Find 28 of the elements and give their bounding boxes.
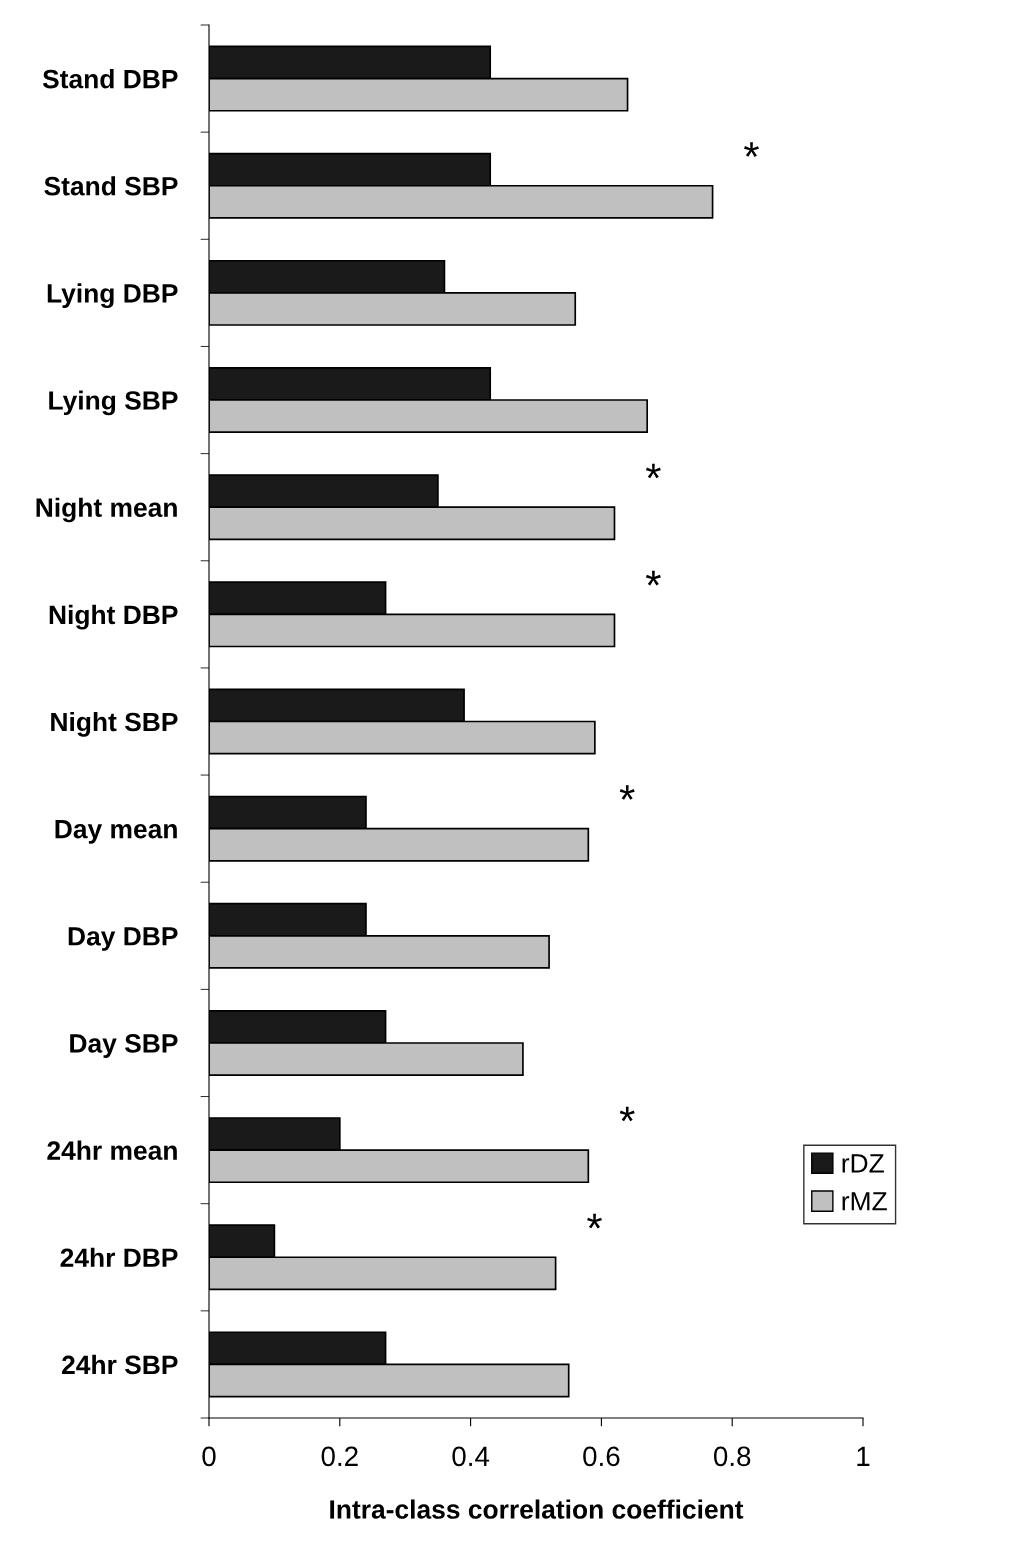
y-tick-label: Lying SBP: [49, 390, 178, 416]
annotation: *: [587, 1213, 602, 1229]
y-tick-label: Stand DBP: [42, 69, 178, 89]
legend-label: rMZ: [842, 1192, 887, 1211]
y-tick-label: Day SBP: [70, 1034, 178, 1058]
y-tick-label: Night SBP: [51, 711, 178, 737]
y-tick-label: 24hr SBP: [62, 1354, 178, 1375]
x-tick-label: 0.8: [713, 1446, 751, 1467]
annotation: *: [619, 1106, 635, 1122]
annotation: *: [645, 463, 661, 479]
annotation: *: [744, 142, 759, 157]
x-tick-label: 0.6: [583, 1446, 620, 1467]
y-tick-label: Stand SBP: [44, 176, 178, 196]
y-tick-label: Night mean: [36, 497, 177, 523]
x-axis-title: Intra-class correlation coefficient: [330, 1499, 744, 1519]
y-tick-label: Day DBP: [68, 927, 178, 951]
legend-label: rDZ: [842, 1154, 884, 1173]
x-tick-label: 0: [202, 1446, 216, 1467]
annotation: *: [619, 785, 635, 800]
x-tick-label: 0.2: [321, 1446, 358, 1467]
annotation: *: [645, 570, 661, 586]
x-tick-label: 1: [857, 1446, 870, 1466]
y-tick-label: Lying DBP: [47, 283, 178, 309]
y-tick-label: Night DBP: [49, 604, 178, 630]
x-tick-label: 0.4: [452, 1446, 490, 1467]
y-tick-label: 24hr DBP: [60, 1247, 178, 1267]
y-tick-label: 24hr mean: [47, 1140, 177, 1160]
y-tick-label: Day mean: [55, 820, 177, 844]
